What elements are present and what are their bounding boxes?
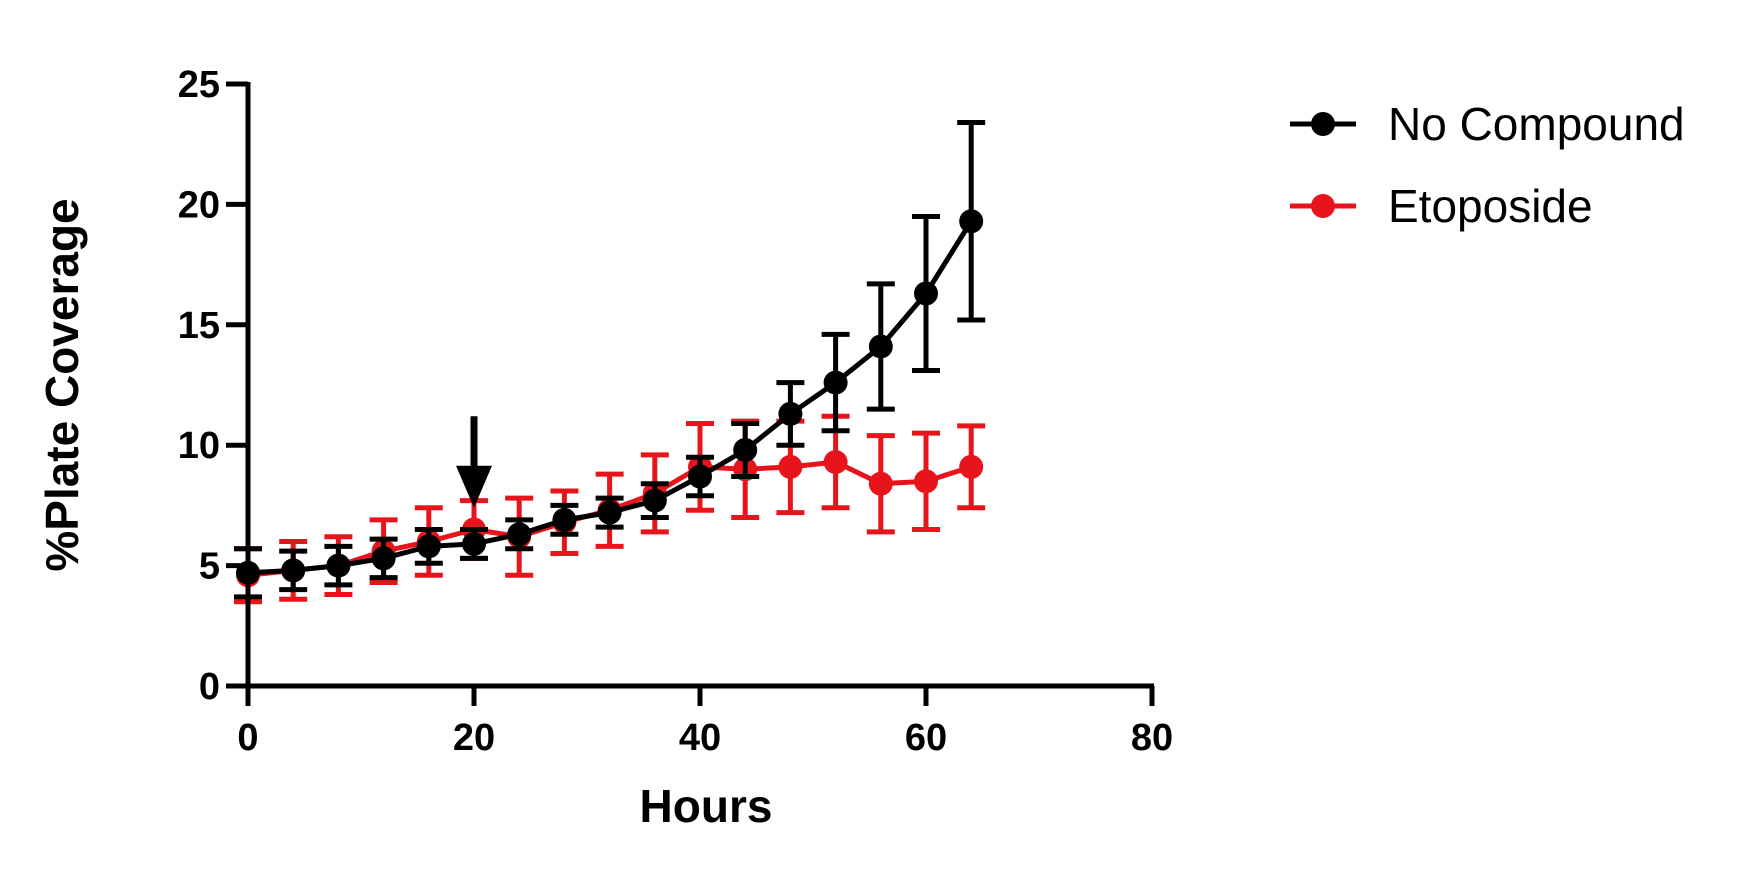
data-point	[823, 450, 848, 475]
arrow-head	[456, 465, 492, 508]
data-point	[914, 281, 938, 306]
x-tick-label: 60	[905, 717, 947, 759]
data-point	[597, 500, 622, 525]
data-point	[507, 522, 532, 547]
x-tick-label: 80	[1131, 717, 1173, 759]
annotation-arrow	[456, 416, 492, 508]
y-tick-label: 15	[178, 305, 220, 347]
y-axis-ticks: 0 5 10 15 20 25	[178, 64, 248, 708]
x-axis-title: Hours	[640, 780, 773, 832]
legend: No Compound Etoposide	[1290, 98, 1685, 232]
y-tick-label: 25	[178, 64, 220, 106]
plot-area	[234, 120, 986, 605]
data-point	[868, 334, 893, 359]
data-point	[959, 454, 984, 479]
data-point	[371, 546, 396, 571]
x-tick-label: 40	[679, 717, 721, 759]
y-axis-title: %Plate Coverage	[36, 198, 88, 571]
legend-item-etoposide: Etoposide	[1290, 180, 1593, 232]
y-tick-label: 10	[178, 425, 220, 467]
x-axis-ticks: 0 20 40 60 80	[237, 686, 1173, 759]
data-point	[326, 553, 351, 578]
x-tick-label: 0	[237, 717, 258, 759]
y-tick-label: 0	[199, 666, 220, 708]
data-point	[778, 454, 803, 479]
data-point	[778, 401, 803, 426]
data-point	[688, 464, 712, 489]
x-tick-label: 20	[453, 717, 495, 759]
data-point	[959, 209, 984, 234]
data-point	[914, 469, 938, 494]
data-point	[281, 558, 306, 583]
legend-label: No Compound	[1388, 98, 1685, 150]
data-point	[416, 534, 441, 559]
data-point	[733, 438, 758, 463]
data-point	[868, 471, 893, 496]
data-point	[823, 370, 848, 395]
legend-item-no-compound: No Compound	[1290, 98, 1685, 150]
axes: 0 5 10 15 20 25 0 20 40 60 80	[178, 64, 1173, 759]
y-tick-label: 5	[199, 546, 220, 588]
series-no-compound	[234, 120, 986, 600]
data-point	[552, 507, 577, 532]
data-point	[462, 531, 486, 556]
data-point	[642, 488, 667, 513]
y-tick-label: 20	[178, 184, 220, 226]
legend-label: Etoposide	[1388, 180, 1593, 232]
legend-swatch-marker	[1311, 112, 1335, 136]
legend-swatch-marker	[1311, 194, 1335, 218]
